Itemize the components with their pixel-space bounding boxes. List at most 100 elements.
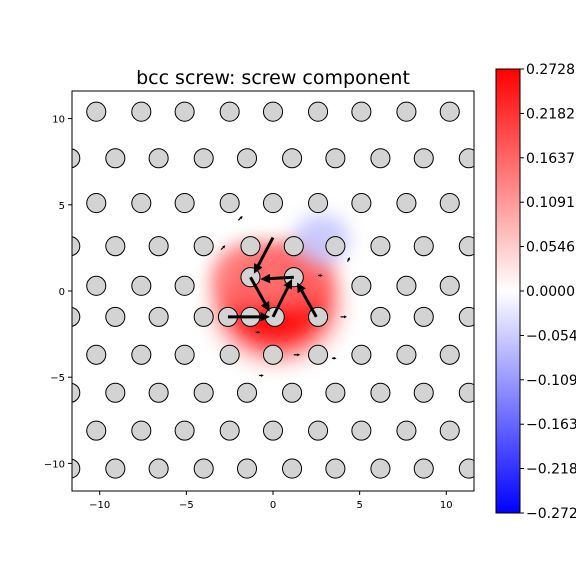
atom-layer bbox=[72, 101, 474, 479]
atom-marker bbox=[86, 344, 107, 365]
atom-marker bbox=[72, 382, 81, 403]
atom-marker bbox=[396, 420, 417, 441]
atom-marker bbox=[240, 236, 261, 257]
arrow-layer bbox=[227, 236, 318, 322]
atom-marker bbox=[308, 101, 329, 122]
atom-marker bbox=[219, 193, 240, 214]
atom-marker bbox=[236, 148, 258, 169]
displacement-arrow bbox=[297, 282, 318, 318]
atom-marker bbox=[193, 458, 214, 479]
atom-marker bbox=[325, 148, 346, 169]
plot-area bbox=[72, 91, 474, 491]
atom-marker bbox=[174, 101, 195, 122]
x-axis: −10 −5 0 5 10 bbox=[89, 491, 453, 511]
atom-marker bbox=[413, 458, 434, 479]
atom-marker bbox=[219, 101, 240, 122]
atom-marker bbox=[174, 275, 195, 296]
atom-marker bbox=[439, 275, 460, 296]
colorbar-tick-label: 0.0546 bbox=[526, 240, 575, 256]
displacement-arrow-small bbox=[237, 216, 243, 221]
colorbar-tick-label: 0.1637 bbox=[526, 151, 575, 167]
colorbar-tick-label: −0.2182 bbox=[526, 462, 576, 478]
atom-marker bbox=[370, 306, 391, 327]
displacement-arrow bbox=[253, 236, 275, 274]
atom-marker bbox=[72, 458, 81, 479]
atom-marker bbox=[370, 236, 391, 257]
x-tick-label: 5 bbox=[356, 500, 362, 511]
atom-marker bbox=[262, 420, 284, 441]
displacement-arrow bbox=[249, 276, 270, 312]
x-tick-label: 0 bbox=[270, 500, 276, 511]
atom-marker bbox=[458, 382, 474, 403]
y-axis: −10 −5 0 5 10 bbox=[44, 115, 72, 470]
colorbar: 0.2728 0.2182 0.1637 0.1091 0.0546 0.0000 −0.0… bbox=[495, 62, 576, 522]
atom-marker bbox=[308, 420, 329, 441]
atom-marker bbox=[72, 236, 81, 257]
atom-marker bbox=[131, 101, 152, 122]
atom-marker bbox=[148, 148, 169, 169]
atom-marker bbox=[282, 148, 303, 169]
y-tick-label: 10 bbox=[52, 115, 65, 126]
atom-marker bbox=[370, 458, 391, 479]
atom-marker bbox=[72, 306, 81, 327]
displacement-arrow bbox=[260, 273, 294, 284]
atom-marker bbox=[458, 458, 474, 479]
atom-marker bbox=[262, 193, 284, 214]
atom-marker bbox=[439, 193, 460, 214]
atom-marker bbox=[282, 458, 303, 479]
atom-marker bbox=[351, 344, 372, 365]
atom-marker bbox=[193, 236, 214, 257]
atom-marker bbox=[351, 275, 372, 296]
atom-marker bbox=[219, 420, 240, 441]
colorbar-gradient bbox=[495, 68, 521, 514]
atom-marker bbox=[325, 382, 346, 403]
atom-marker bbox=[72, 148, 81, 169]
colorbar-tick-label: 0.2728 bbox=[526, 62, 575, 78]
displacement-arrow-small bbox=[346, 257, 350, 262]
y-tick-label: −10 bbox=[44, 459, 65, 470]
displacement-arrow-small bbox=[220, 245, 226, 251]
atom-marker bbox=[413, 148, 434, 169]
atom-marker bbox=[236, 458, 258, 479]
atom-marker bbox=[193, 306, 214, 327]
atom-marker bbox=[413, 382, 434, 403]
atom-marker bbox=[325, 236, 346, 257]
atom-marker bbox=[262, 344, 284, 365]
atom-marker bbox=[351, 420, 372, 441]
atom-marker bbox=[370, 148, 391, 169]
y-tick-label: 0 bbox=[59, 287, 65, 298]
atom-marker bbox=[148, 382, 169, 403]
atom-marker bbox=[148, 458, 169, 479]
atom-marker bbox=[236, 382, 258, 403]
chart-title: bcc screw: screw component bbox=[136, 67, 410, 89]
atom-marker bbox=[86, 420, 107, 441]
colorbar-ticks: 0.2728 0.2182 0.1637 0.1091 0.0546 0.0000 −0.0… bbox=[520, 62, 576, 522]
atom-marker bbox=[193, 382, 214, 403]
atom-marker bbox=[105, 236, 126, 257]
atom-marker bbox=[396, 344, 417, 365]
y-tick-label: 5 bbox=[59, 201, 65, 212]
atom-marker bbox=[396, 193, 417, 214]
atom-marker bbox=[351, 193, 372, 214]
atom-marker bbox=[262, 101, 284, 122]
atom-marker bbox=[105, 148, 126, 169]
atom-marker bbox=[105, 306, 126, 327]
y-tick-label: −5 bbox=[50, 373, 65, 384]
colorbar-tick-label: −0.1091 bbox=[526, 373, 576, 389]
atom-marker bbox=[283, 236, 304, 257]
atom-marker bbox=[413, 306, 434, 327]
atom-marker bbox=[396, 275, 417, 296]
atom-marker bbox=[396, 101, 417, 122]
atom-marker bbox=[439, 420, 460, 441]
colorbar-tick-label: −0.1637 bbox=[526, 417, 576, 433]
atom-marker bbox=[458, 148, 474, 169]
atom-marker bbox=[308, 193, 329, 214]
atom-marker bbox=[148, 236, 169, 257]
atom-marker bbox=[458, 306, 474, 327]
atom-marker bbox=[86, 101, 107, 122]
atom-marker bbox=[174, 344, 195, 365]
atom-marker bbox=[325, 458, 346, 479]
atom-marker bbox=[370, 382, 391, 403]
atom-marker bbox=[351, 101, 372, 122]
